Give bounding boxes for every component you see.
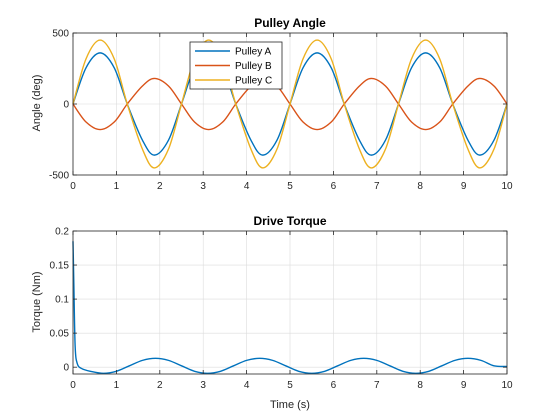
pulley-angle-ytick-label-1: 0: [63, 100, 69, 111]
drive-torque-xtick-label-6: 6: [331, 380, 337, 391]
drive-torque-ylabel: Torque (Nm): [31, 271, 43, 332]
drive-torque-xtick-label-2: 2: [157, 380, 163, 391]
drive-torque-ytick-label-1: 0.05: [50, 329, 70, 340]
pulley-angle-xtick-label-1: 1: [114, 181, 120, 192]
drive-torque-grid: [72, 230, 508, 374]
pulley-angle-xtick-label-5: 5: [287, 181, 293, 192]
pulley-angle-ytick-label-0: -500: [49, 171, 69, 182]
pulley-angle-xtick-label-6: 6: [331, 181, 337, 192]
drive-torque-ytick-label-0: 0: [63, 363, 69, 374]
pulley-angle-xtick-label-9: 9: [461, 181, 467, 192]
pulley-angle-title: Pulley Angle: [254, 16, 326, 30]
drive-torque-xtick-label-7: 7: [374, 380, 380, 391]
drive-torque-axes: Drive Torque Torque (Nm) Time (s) 0 1 2 3 4 5…: [31, 214, 513, 411]
pulley-angle-xtick-label-8: 8: [417, 181, 423, 192]
drive-torque-xtick-label-9: 9: [461, 380, 467, 391]
pulley-angle-xtick-label-0: 0: [70, 181, 76, 192]
drive-torque-xtick-label-0: 0: [70, 380, 76, 391]
pulley-angle-lines: [72, 39, 508, 169]
pulley-angle-axes: Pulley Angle Angle (deg) 0 1 2 3 4 5 6 7 8 9 10 -50…: [31, 16, 513, 192]
drive-torque-xtick-label-5: 5: [287, 380, 293, 391]
pulley-angle-xtick-label-3: 3: [200, 181, 206, 192]
drive-torque-ytick-label-3: 0.15: [50, 261, 70, 272]
pulley-angle-xtick-label-4: 4: [244, 181, 250, 192]
drive-torque-lines: [72, 241, 508, 375]
pulley-angle-legend: Pulley A Pulley B Pulley C: [189, 41, 283, 90]
legend-label-2: Pulley C: [235, 76, 272, 87]
legend-label-1: Pulley B: [235, 61, 272, 72]
drive-torque-xtick-label-8: 8: [417, 380, 423, 391]
drive-torque-ytick-label-4: 0.2: [55, 227, 69, 238]
pulley-angle-xtick-label-7: 7: [374, 181, 380, 192]
drive-torque-ticks: 0 1 2 3 4 5 6 7 8 9 10 0 0.05 0.1 0.15 0.2: [50, 227, 513, 392]
drive-torque-ytick-label-2: 0.1: [55, 295, 69, 306]
drive-torque-xtick-label-1: 1: [114, 380, 120, 391]
pulley-angle-ytick-label-2: 500: [52, 29, 69, 40]
pulley-angle-xtick-label-10: 10: [501, 181, 513, 192]
drive-torque-series-0: [72, 241, 508, 375]
pulley-angle-xtick-label-2: 2: [157, 181, 163, 192]
drive-torque-xtick-label-10: 10: [501, 380, 513, 391]
drive-torque-xtick-label-4: 4: [244, 380, 250, 391]
drive-torque-title: Drive Torque: [253, 214, 326, 228]
legend-label-0: Pulley A: [235, 47, 271, 58]
drive-torque-xtick-label-3: 3: [200, 380, 206, 391]
pulley-angle-ylabel: Angle (deg): [31, 75, 43, 132]
drive-torque-xlabel: Time (s): [270, 399, 310, 411]
pulley-angle-series-2: [72, 39, 508, 169]
